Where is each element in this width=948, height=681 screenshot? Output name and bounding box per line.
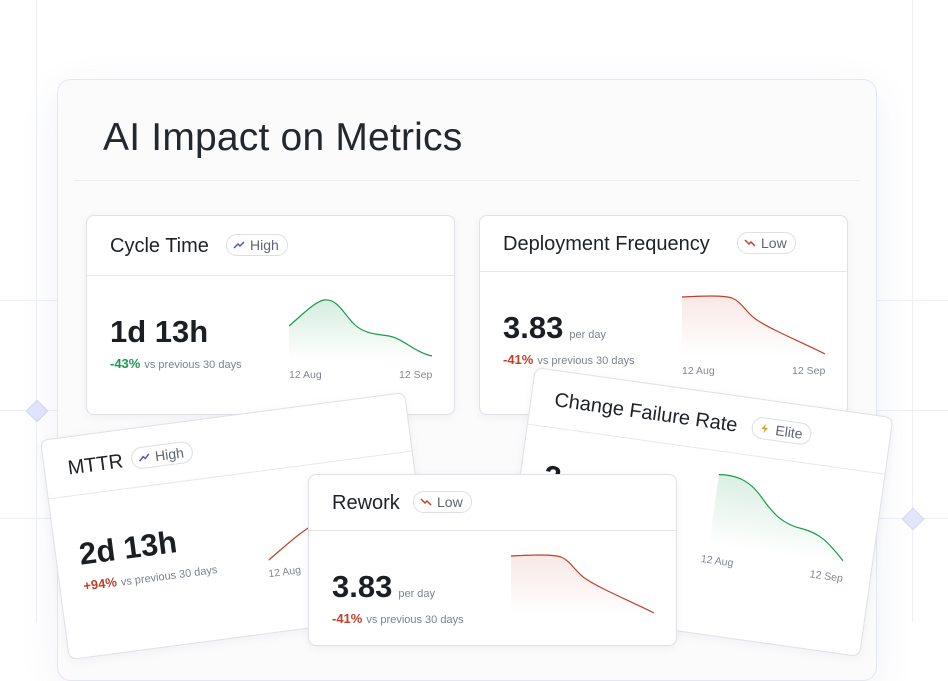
sparkline-area	[289, 299, 432, 360]
delta-value: -41%	[503, 352, 534, 367]
page-title: AI Impact on Metrics	[103, 116, 463, 159]
card-title: Change Failure Rate	[553, 389, 739, 437]
trend-down-icon	[420, 498, 432, 506]
badge-label: High	[250, 237, 279, 253]
lightning-icon	[761, 423, 769, 434]
level-badge: Low	[737, 232, 796, 254]
x-axis-end: 12 Sep	[808, 568, 844, 585]
sparkline-area	[511, 555, 654, 615]
trend-down-icon	[744, 239, 756, 247]
x-axis-start: 12 Aug	[267, 564, 302, 581]
metric-delta: -41% vs previous 30 days	[332, 611, 464, 626]
sparkline-chart	[708, 474, 844, 564]
metric-value: 3.83 per day	[332, 569, 435, 605]
background-line	[912, 0, 913, 622]
x-axis-start: 12 Aug	[289, 369, 322, 381]
badge-label: Elite	[774, 422, 804, 442]
level-badge: Elite	[750, 415, 813, 447]
trend-up-icon	[233, 241, 245, 249]
badge-label: High	[154, 444, 185, 465]
card-header: MTTR High	[41, 393, 412, 500]
card-header: Deployment Frequency Low	[480, 216, 847, 272]
sparkline-line	[718, 474, 844, 562]
sparkline-chart	[289, 299, 433, 360]
trend-up-icon	[139, 453, 150, 462]
card-title: Rework	[332, 492, 400, 514]
card-header: Rework Low	[309, 475, 676, 531]
decorative-diamond	[901, 507, 925, 531]
x-axis-end: 12 Sep	[399, 369, 433, 381]
sparkline-chart	[511, 554, 655, 615]
delta-value: -43%	[110, 356, 141, 371]
metric-number: 3.83	[503, 310, 564, 345]
sparkline-area	[682, 296, 825, 356]
delta-caption: vs previous 30 days	[144, 359, 242, 371]
sparkline-chart	[682, 295, 826, 356]
card-title: Cycle Time	[110, 235, 209, 257]
change-failure-rate-card[interactable]: Change Failure Rate Elite 2 12 Aug 12 Se…	[501, 367, 894, 658]
level-badge: Low	[413, 491, 472, 513]
sparkline-line	[511, 554, 655, 614]
metric-delta: -43% vs previous 30 days	[110, 356, 242, 371]
decorative-diamond	[25, 399, 49, 423]
delta-caption: vs previous 30 days	[120, 564, 219, 589]
metric-delta: -41% vs previous 30 days	[503, 352, 635, 367]
sparkline-line	[682, 295, 826, 355]
level-badge: High	[226, 234, 288, 256]
x-axis-start: 12 Aug	[682, 365, 715, 377]
badge-label: Low	[761, 235, 787, 251]
card-title: MTTR	[66, 450, 125, 480]
x-axis-start: 12 Aug	[700, 553, 735, 570]
card-title: Deployment Frequency	[503, 233, 710, 255]
metric-unit: per day	[569, 329, 607, 341]
metric-value: 1d 13h	[110, 314, 209, 349]
metric-value: 2d 13h	[76, 524, 179, 572]
card-header: Change Failure Rate Elite	[527, 368, 893, 475]
delta-value: +94%	[82, 574, 118, 594]
cycle-time-card[interactable]: Cycle Time High 1d 13h -43% vs previous 3…	[86, 215, 455, 415]
title-divider	[74, 180, 860, 181]
metric-unit: per day	[398, 588, 436, 600]
card-header: Cycle Time High	[87, 216, 454, 276]
rework-card[interactable]: Rework Low 3.83 per day -41% vs previous 3…	[308, 474, 677, 646]
delta-value: -41%	[332, 611, 363, 626]
sparkline-area	[708, 474, 844, 564]
delta-caption: vs previous 30 days	[537, 355, 635, 367]
level-badge: High	[129, 440, 194, 471]
delta-caption: vs previous 30 days	[366, 614, 464, 626]
background-line	[36, 0, 37, 622]
sparkline-line	[289, 299, 433, 357]
x-axis-end: 12 Sep	[792, 365, 826, 377]
badge-label: Low	[437, 494, 463, 510]
metric-value: 3.83 per day	[503, 310, 606, 346]
metric-number: 3.83	[332, 569, 393, 604]
